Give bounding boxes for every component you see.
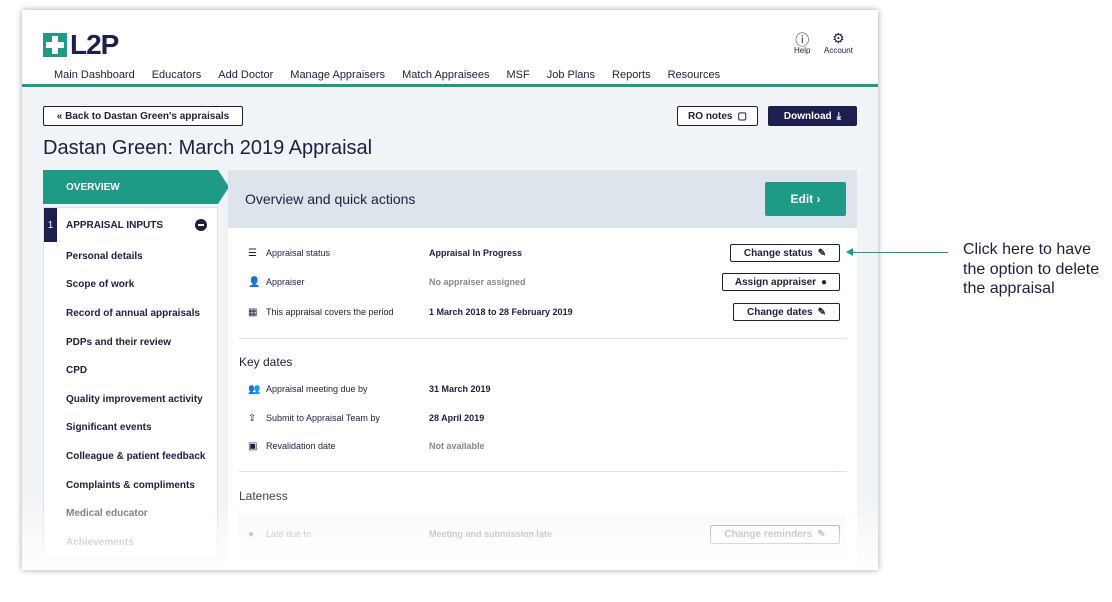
nav-msf[interactable]: MSF [506, 69, 530, 81]
page-title: Dastan Green: March 2019 Appraisal [43, 137, 373, 159]
assign-appraiser-button[interactable]: Assign appraiser ● [722, 273, 840, 291]
section-header[interactable]: 1 APPRAISAL INPUTS [44, 208, 217, 242]
info-row: ▦ This appraisal covers the period 1 March… [248, 306, 573, 318]
info-row: 👥 Appraisal meeting due by 31 March 2019 [248, 383, 491, 395]
nav-educators[interactable]: Educators [151, 69, 202, 81]
edit-icon: ✎ [817, 247, 827, 259]
sidebar-item[interactable]: Significant events [66, 422, 152, 434]
sidebar: OVERVIEW 1 APPRAISAL INPUTS Personal deta… [43, 170, 229, 558]
calendar-check-icon: ▣ [248, 440, 258, 452]
sidebar-item[interactable]: Personal details [66, 250, 143, 262]
info-row: ☰ Appraisal status Appraisal In Progress [248, 247, 523, 259]
download-button[interactable]: Download ⤓ [768, 106, 857, 126]
ro-notes-button[interactable]: RO notes ▢ [677, 106, 758, 126]
nav-add-doctor[interactable]: Add Doctor [218, 69, 274, 81]
edit-button[interactable]: Edit › [765, 182, 846, 216]
logo[interactable]: L2P [43, 29, 119, 61]
info-row: ▣ Revalidation date Not available [248, 440, 485, 452]
info-row: ● Late due to Meeting and submission late [248, 528, 553, 540]
sidebar-item[interactable]: PDPs and their review [66, 336, 172, 348]
nav-match-appraisees[interactable]: Match Appraisees [402, 69, 490, 81]
collapse-icon[interactable] [195, 219, 207, 231]
back-button[interactable]: « Back to Dastan Green's appraisals [43, 106, 243, 126]
change-dates-button[interactable]: Change dates ✎ [733, 303, 840, 321]
nav-manage-appraisers[interactable]: Manage Appraisers [290, 69, 386, 81]
annotation-arrow [846, 248, 948, 256]
download-icon: ⤓ [836, 110, 842, 122]
nav-job-plans[interactable]: Job Plans [546, 69, 596, 81]
sidebar-item[interactable]: CPD [66, 365, 88, 377]
sidebar-item[interactable]: Quality improvement activity [66, 393, 203, 405]
annotation-text: Click here to have the option to delete … [963, 241, 1100, 297]
sidebar-item[interactable]: Record of annual appraisals [66, 307, 200, 319]
edit-icon: ✎ [817, 529, 826, 540]
nav-reports[interactable]: Reports [612, 69, 651, 81]
sidebar-item[interactable]: Colleague & patient feedback [66, 450, 206, 462]
appraisal-inputs-section: 1 APPRAISAL INPUTS Personal details Scope… [43, 207, 218, 558]
change-reminders-button[interactable]: Change reminders ✎ [710, 525, 840, 544]
help-icon: ⓘ [795, 32, 810, 48]
cross-icon [43, 33, 67, 57]
sidebar-item[interactable]: Complaints & compliments [66, 479, 195, 491]
list-icon: ☰ [248, 247, 257, 259]
header: L2P Main Dashboard Educators Add Doctor … [22, 10, 878, 87]
users-icon: 👥 [248, 383, 261, 395]
share-icon: ⇪ [248, 412, 257, 424]
sidebar-item[interactable]: Scope of work [66, 279, 135, 291]
divider [239, 471, 846, 472]
alert-icon: ● [248, 528, 255, 540]
user-check-icon: 👤 [248, 276, 261, 288]
nav-main-dashboard[interactable]: Main Dashboard [54, 69, 135, 81]
sidebar-item[interactable]: Achievements [66, 536, 134, 548]
info-row: ⇪ Submit to Appraisal Team by 28 April 201… [248, 412, 485, 424]
nav-resources[interactable]: Resources [667, 69, 721, 81]
gear-icon: ⚙ [832, 30, 845, 46]
panel-header: Overview and quick actions Edit › [228, 170, 857, 228]
help-button[interactable]: ⓘ Help [794, 32, 811, 55]
edit-icon: ✎ [817, 306, 826, 318]
info-row: 👤 Appraiser No appraiser assigned [248, 276, 526, 288]
key-dates-heading: Key dates [239, 355, 293, 369]
main-nav: Main Dashboard Educators Add Doctor Mana… [54, 69, 737, 81]
main-panel: Overview and quick actions Edit › ☰ Apprai… [228, 170, 857, 570]
lateness-heading: Lateness [239, 489, 288, 503]
divider [239, 338, 846, 339]
change-status-button[interactable]: Change status ✎ [730, 244, 840, 262]
calendar-icon: ▦ [248, 306, 258, 318]
app-window: L2P Main Dashboard Educators Add Doctor … [22, 10, 878, 570]
account-button[interactable]: ⚙ Account [824, 30, 853, 55]
sidebar-item[interactable]: Medical educator [66, 508, 148, 520]
sidebar-overview[interactable]: OVERVIEW [43, 170, 229, 204]
note-icon: ▢ [737, 110, 747, 122]
user-icon: ● [821, 276, 828, 288]
